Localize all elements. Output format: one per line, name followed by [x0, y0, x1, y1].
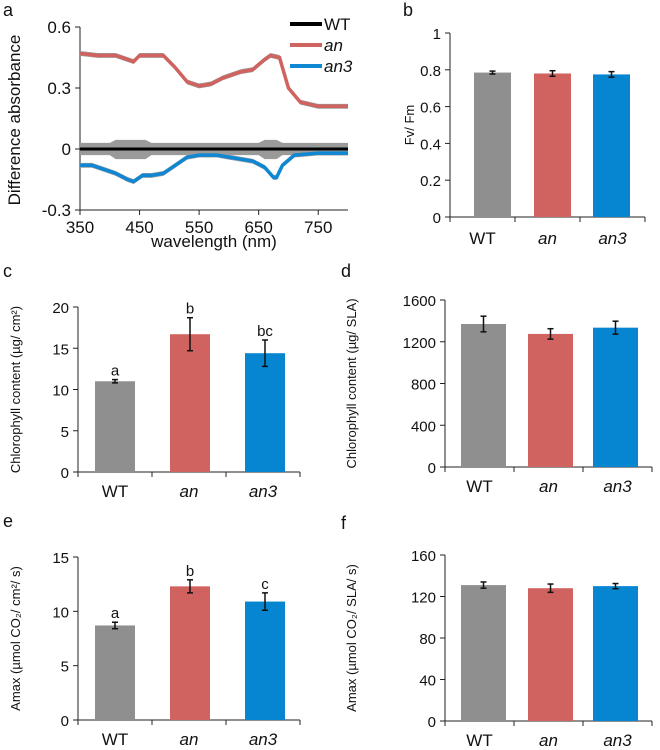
panel-d: d 0 400 800 1200 1600 Chlorophyll content (µg/…: [341, 261, 653, 496]
series-line-an: [79, 51, 348, 109]
bar-WT: [474, 72, 511, 217]
category-label: an: [180, 730, 199, 749]
y-tick-label: 5: [61, 424, 69, 441]
y-tick-label: 0: [428, 714, 436, 731]
legend-label: an: [324, 36, 343, 55]
panel-label: c: [3, 261, 12, 281]
y-tick-label: 0: [428, 460, 436, 477]
significance-letter: bc: [257, 323, 273, 340]
panel-a: a -0.3 0 0.3 0.6 350 450 550 650 750 wavelength (n…: [3, 0, 353, 251]
category-label: an3: [598, 229, 627, 248]
y-tick-label: 0: [62, 140, 71, 159]
significance-letter: b: [186, 301, 194, 318]
x-tick-label: 650: [244, 218, 272, 237]
y-tick-label: 10: [52, 604, 69, 621]
category-label: an3: [249, 730, 278, 749]
y-tick-label: 0: [61, 713, 69, 730]
bar-an3: [593, 74, 630, 218]
category-label: an: [539, 731, 558, 750]
y-tick-label: 0.8: [420, 63, 441, 80]
category-label: an: [180, 482, 199, 501]
y-tick-label: 15: [52, 550, 69, 567]
panel-c: c 0 5 10 15 20 Chlorophyll content (µg/ cm²) a W…: [3, 261, 301, 501]
bar-WT: [461, 585, 506, 721]
y-tick-label: 0: [433, 210, 441, 227]
category-label: WT: [469, 229, 495, 248]
bar-an3: [593, 327, 638, 467]
category-label: an3: [249, 482, 278, 501]
category-label: WT: [466, 731, 492, 750]
panel-label: b: [403, 0, 413, 20]
category-label: an3: [603, 731, 632, 750]
y-axis-label: Difference absorbance: [5, 35, 24, 206]
y-tick-label: 0.3: [47, 79, 71, 98]
significance-letter: a: [111, 363, 120, 380]
panel-e: e 0 5 10 15 Amax (µmol CO₂/ cm²/ s) a WT b an c an3: [3, 511, 301, 749]
series-line-an3: [80, 151, 348, 184]
bar-an3: [593, 586, 638, 721]
y-tick-label: 400: [411, 418, 436, 435]
y-tick-label: 0: [61, 465, 69, 482]
y-tick-label: 0.6: [420, 100, 441, 117]
y-tick-label: 1200: [403, 335, 436, 352]
x-tick-label: 450: [125, 218, 153, 237]
panel-label: a: [3, 0, 14, 20]
y-tick-label: 10: [52, 383, 69, 400]
bar-WT: [95, 381, 135, 472]
panel-f: f 0 40 80 120 160 Amax (µmol CO₂/ SLA/ s) WT an a…: [341, 513, 653, 750]
bar-an: [170, 586, 210, 720]
x-tick-label: 550: [185, 218, 213, 237]
x-tick-label: 750: [304, 218, 332, 237]
y-tick-label: 15: [52, 341, 69, 358]
bar-WT: [95, 625, 135, 720]
significance-letter: b: [186, 563, 194, 580]
bar-an: [528, 588, 573, 721]
bar-an: [528, 333, 573, 467]
panel-label: f: [341, 513, 347, 533]
category-label: an3: [603, 477, 632, 496]
y-tick-label: 20: [52, 300, 69, 317]
category-label: WT: [102, 482, 128, 501]
significance-letter: c: [261, 576, 269, 593]
y-tick-label: -0.3: [42, 201, 71, 220]
y-tick-label: 800: [411, 377, 436, 394]
y-axis-label: Fv/ Fm: [402, 105, 417, 145]
panel-b: b 0 0.2 0.4 0.6 0.8 1 Fv/ Fm WT an an3: [402, 0, 646, 248]
y-axis-label: Amax (µmol CO₂/ SLA/ s): [344, 564, 359, 712]
bar-an: [534, 73, 571, 217]
y-tick-label: 40: [419, 673, 436, 690]
error-band-an: [80, 50, 348, 109]
bar-WT: [461, 324, 506, 467]
y-axis-label: Chlorophyll content (µg/ cm²): [8, 306, 23, 473]
category-label: WT: [466, 477, 492, 496]
significance-letter: a: [111, 605, 120, 622]
y-tick-label: 80: [419, 631, 436, 648]
legend-label: WT: [324, 15, 350, 34]
category-label: an: [538, 229, 557, 248]
legend-label: an3: [324, 57, 353, 76]
panel-label: d: [341, 261, 351, 281]
y-tick-label: 0.4: [420, 136, 441, 153]
y-tick-label: 1: [433, 26, 441, 43]
bar-an3: [245, 353, 285, 472]
y-tick-label: 5: [61, 659, 69, 676]
y-tick-label: 160: [411, 548, 436, 565]
category-label: WT: [102, 730, 128, 749]
y-axis-label: Chlorophyll content (µg/ SLA): [344, 298, 359, 468]
y-tick-label: 1600: [403, 293, 436, 310]
panel-label: e: [3, 511, 13, 531]
x-axis-label: wavelength (nm): [150, 232, 277, 251]
y-tick-label: 0.6: [47, 18, 71, 37]
x-tick-label: 350: [66, 218, 94, 237]
y-axis-label: Amax (µmol CO₂/ cm²/ s): [8, 566, 23, 711]
category-label: an: [539, 477, 558, 496]
y-tick-label: 120: [411, 590, 436, 607]
bar-an: [170, 334, 210, 472]
bar-an3: [245, 601, 285, 720]
y-tick-label: 0.2: [420, 173, 441, 190]
